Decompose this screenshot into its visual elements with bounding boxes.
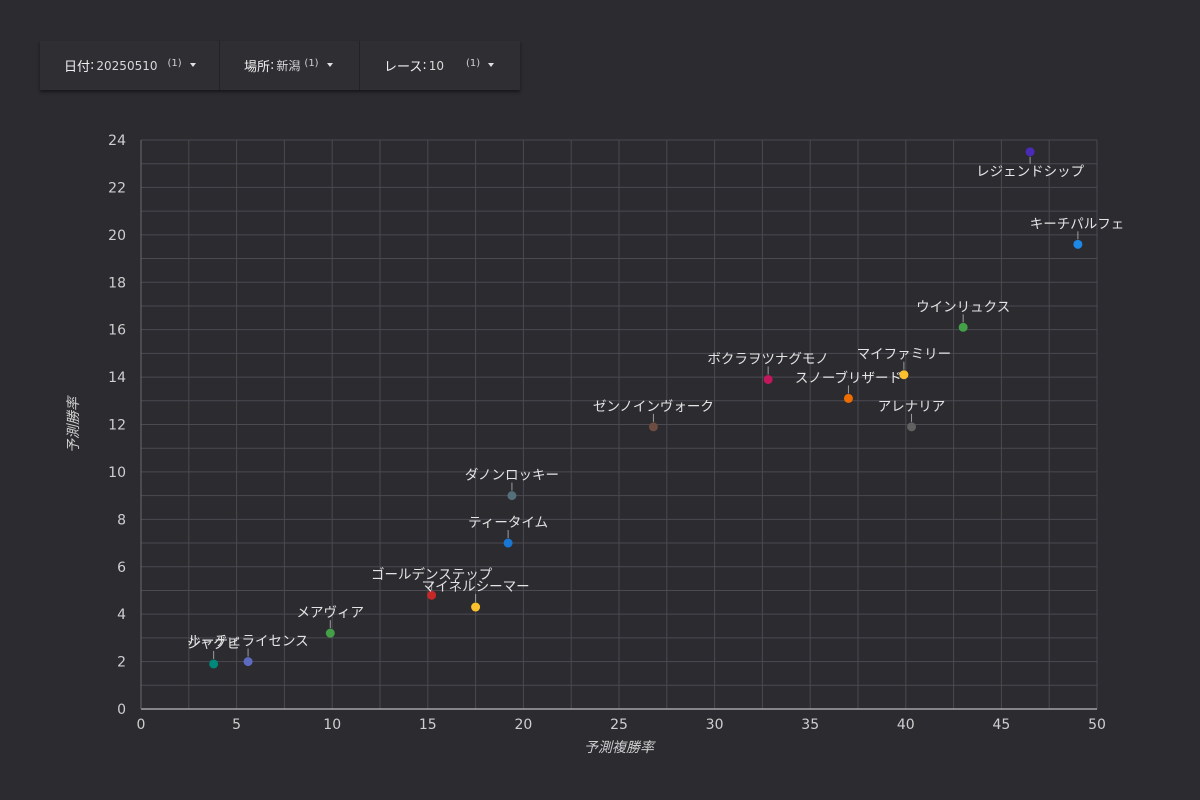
race-filter[interactable]: レース: 10 (1) bbox=[360, 41, 520, 90]
date-filter-label: 日付 bbox=[64, 60, 91, 75]
scatter-point bbox=[507, 491, 517, 501]
x-tick-label: 5 bbox=[232, 717, 241, 733]
scatter-point-group: ダノンロッキー bbox=[465, 468, 559, 501]
date-filter-count: (1) bbox=[167, 58, 182, 69]
scatter-point bbox=[907, 422, 917, 432]
scatter-point bbox=[427, 590, 437, 600]
y-axis-title: 予測勝率 bbox=[66, 395, 82, 453]
point-label: ダノンロッキー bbox=[465, 468, 559, 484]
point-label: アレナリア bbox=[878, 399, 946, 415]
scatter-point bbox=[899, 370, 909, 380]
scatter-point bbox=[648, 422, 658, 432]
scatter-point bbox=[471, 602, 481, 612]
scatter-point-group: ジャグビ bbox=[187, 636, 240, 669]
race-filter-count: (1) bbox=[466, 58, 481, 69]
place-filter[interactable]: 場所: 新潟 (1) bbox=[220, 41, 360, 90]
scatter-point-group: ルーチェライセンス bbox=[187, 634, 309, 667]
y-tick-label: 16 bbox=[108, 323, 126, 339]
point-label: キーチパルフェ bbox=[1030, 216, 1125, 232]
point-label: マイネルシーマー bbox=[422, 579, 530, 595]
y-tick-label: 14 bbox=[108, 370, 126, 386]
x-tick-label: 10 bbox=[323, 717, 341, 733]
scatter-point-group: ティータイム bbox=[468, 515, 548, 548]
race-filter-label: レース bbox=[384, 60, 423, 75]
scatter-point bbox=[763, 374, 773, 384]
scatter-point bbox=[1073, 239, 1083, 249]
x-tick-label: 0 bbox=[137, 717, 146, 733]
point-label: ゴールデンステップ bbox=[371, 566, 493, 583]
point-label: マイファミリー bbox=[857, 347, 952, 363]
y-tick-label: 22 bbox=[108, 180, 126, 196]
x-axis-title: 予測複勝率 bbox=[584, 740, 656, 756]
x-tick-label: 40 bbox=[897, 717, 915, 733]
point-label: ジャグビ bbox=[187, 636, 240, 652]
y-tick-label: 20 bbox=[108, 228, 126, 244]
point-label: ティータイム bbox=[468, 515, 548, 531]
point-label: レジェンドシップ bbox=[976, 164, 1084, 180]
y-tick-label: 4 bbox=[117, 607, 126, 623]
date-filter-value: 20250510 bbox=[96, 58, 158, 73]
place-filter-count: (1) bbox=[304, 58, 319, 69]
date-filter[interactable]: 日付: 20250510 (1) bbox=[40, 41, 220, 90]
point-label: ウインリュクス bbox=[916, 299, 1010, 315]
point-label: ルーチェライセンス bbox=[187, 634, 308, 650]
scatter-point bbox=[843, 393, 853, 403]
x-tick-label: 20 bbox=[514, 717, 532, 733]
x-tick-label: 30 bbox=[706, 717, 724, 733]
place-filter-label: 場所 bbox=[244, 60, 271, 75]
y-tick-label: 24 bbox=[108, 133, 126, 149]
x-tick-label: 15 bbox=[419, 717, 437, 733]
chevron-down-icon bbox=[488, 62, 495, 67]
chevron-down-icon bbox=[326, 62, 333, 67]
scatter-point bbox=[325, 628, 335, 638]
y-tick-label: 2 bbox=[117, 655, 126, 671]
scatter-point-group: レジェンドシップ bbox=[976, 147, 1085, 180]
filter-bar: 日付: 20250510 (1) 場所: 新潟 (1) レース: 10 (1) bbox=[40, 41, 520, 90]
scatter-point-group: マイネルシーマー bbox=[422, 579, 530, 612]
y-tick-label: 18 bbox=[108, 275, 126, 291]
chart-axes: 0 5 10 15 20 25 30 35 40 45 5002468101214161820222… bbox=[108, 133, 1106, 733]
scatter-point-group: ゼンノインヴォーク bbox=[593, 398, 714, 432]
point-label: ゼンノインヴォーク bbox=[593, 398, 714, 415]
race-filter-value: 10 bbox=[428, 58, 445, 73]
point-label: メアヴィア bbox=[297, 604, 365, 621]
scatter-point-group: ゴールデンステップ bbox=[371, 566, 493, 600]
chart-grid bbox=[140, 139, 1098, 710]
chevron-down-icon bbox=[189, 62, 196, 67]
y-tick-label: 12 bbox=[108, 418, 126, 434]
x-tick-label: 35 bbox=[801, 717, 819, 733]
y-tick-label: 6 bbox=[117, 560, 126, 576]
y-tick-label: 0 bbox=[117, 702, 126, 718]
scatter-point bbox=[1025, 147, 1035, 157]
place-filter-value: 新潟 bbox=[276, 59, 301, 73]
scatter-point-group: ボクラヲツナグモノ bbox=[707, 351, 829, 384]
scatter-point bbox=[958, 322, 968, 332]
scatter-point-group: マイファミリー bbox=[857, 347, 952, 380]
y-tick-label: 8 bbox=[117, 512, 126, 528]
x-tick-label: 25 bbox=[610, 717, 628, 733]
x-tick-label: 45 bbox=[992, 717, 1010, 733]
scatter-point bbox=[243, 657, 253, 667]
scatter-point bbox=[209, 659, 219, 669]
scatter-point-group: ウインリュクス bbox=[916, 299, 1010, 332]
scatter-point-group: キーチパルフェ bbox=[1030, 216, 1125, 249]
y-tick-label: 10 bbox=[108, 465, 126, 481]
point-label: スノーブリザード bbox=[795, 369, 902, 386]
point-label: ボクラヲツナグモノ bbox=[707, 351, 829, 367]
scatter-point-group: アレナリア bbox=[878, 399, 946, 432]
x-tick-label: 50 bbox=[1088, 717, 1106, 733]
scatter-point-group: メアヴィア bbox=[297, 604, 365, 638]
scatter-point-group: スノーブリザード bbox=[795, 369, 902, 403]
scatter-point bbox=[503, 538, 513, 548]
